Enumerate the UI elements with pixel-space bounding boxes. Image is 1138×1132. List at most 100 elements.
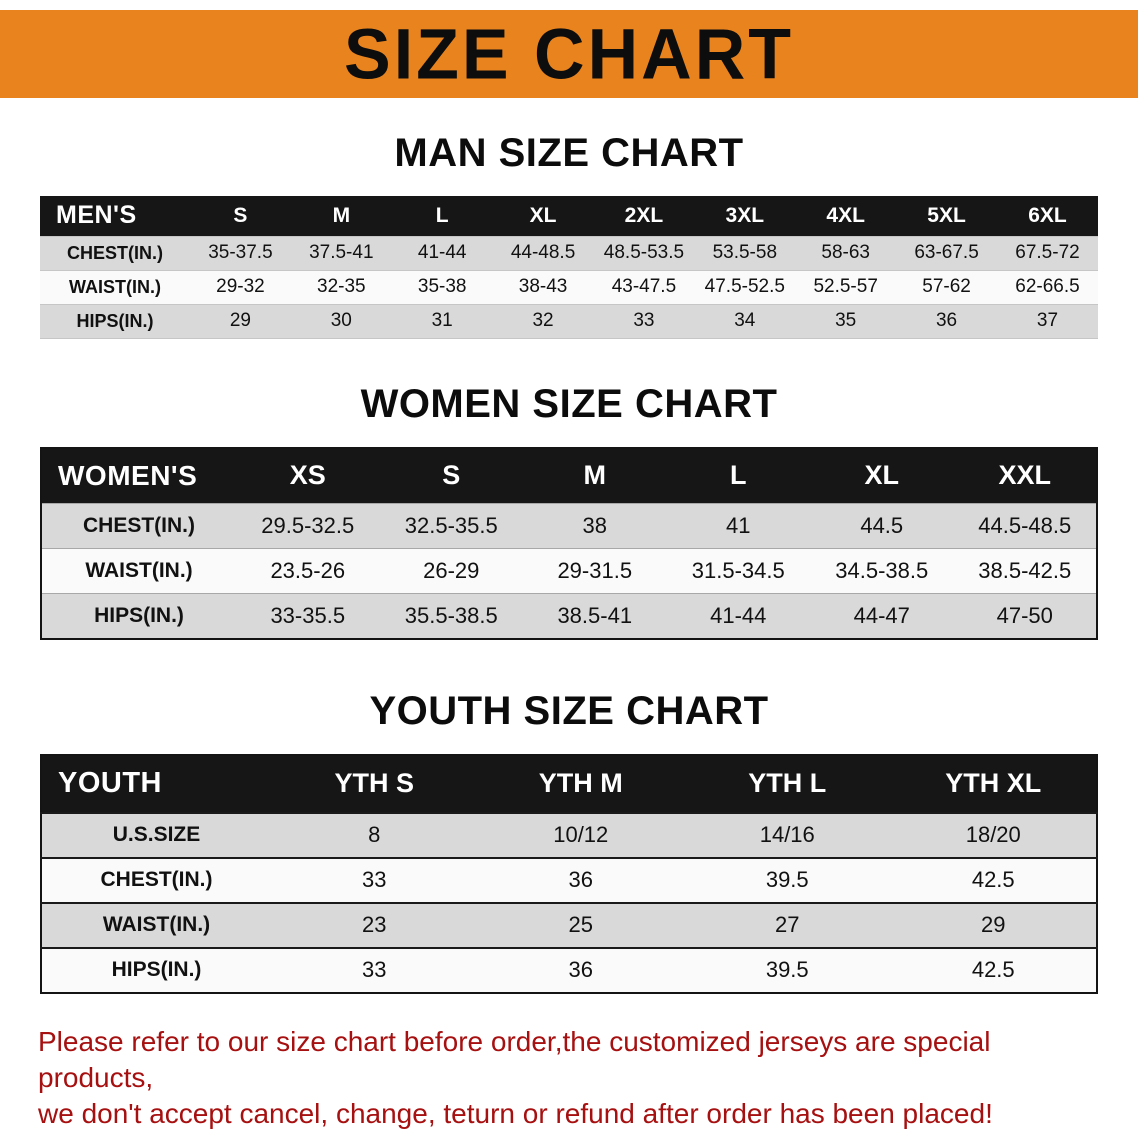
size-value: 42.5 xyxy=(890,856,1097,903)
size-value: 44-48.5 xyxy=(492,235,594,270)
size-value: 35-37.5 xyxy=(190,235,291,270)
size-value: 31 xyxy=(391,303,493,339)
size-value: 43-47.5 xyxy=(593,269,695,304)
size-value: 33-35.5 xyxy=(236,593,380,639)
size-column-header: YTH S xyxy=(271,754,478,813)
size-value: 58-63 xyxy=(795,235,897,270)
measurement-row: WAIST(IN.) 29-32 32-35 35-38 38-43 43-47.5 47.… xyxy=(40,269,1098,304)
size-value: 14/16 xyxy=(684,811,891,858)
size-column-header: 2XL xyxy=(593,196,695,236)
size-value: 63-67.5 xyxy=(896,235,997,270)
size-value: 38 xyxy=(523,503,667,549)
banner-title: SIZE CHART xyxy=(344,14,794,94)
size-value: 36 xyxy=(896,303,997,339)
size-column-header: M xyxy=(523,447,667,504)
size-value: 31.5-34.5 xyxy=(666,548,810,594)
size-value: 44-47 xyxy=(810,593,954,639)
size-value: 29-31.5 xyxy=(523,548,667,594)
size-column-header: S xyxy=(379,447,523,504)
size-value: 34 xyxy=(694,303,796,339)
size-value: 29 xyxy=(890,901,1097,948)
size-value: 32.5-35.5 xyxy=(379,503,523,549)
size-value: 34.5-38.5 xyxy=(810,548,954,594)
women-size-section: WOMEN SIZE CHART WOMEN'S XS S M L XL XXL CHEST… xyxy=(0,381,1138,640)
measurement-label: CHEST(IN.) xyxy=(41,856,271,903)
measurement-row: U.S.SIZE 8 10/12 14/16 18/20 xyxy=(41,811,1097,858)
size-value: 47.5-52.5 xyxy=(694,269,796,304)
size-value: 38-43 xyxy=(492,269,594,304)
size-column-header: YTH XL xyxy=(890,754,1097,813)
size-value: 37.5-41 xyxy=(290,235,392,270)
women-section-heading: WOMEN SIZE CHART xyxy=(360,381,778,426)
size-value: 35 xyxy=(795,303,897,339)
size-value: 67.5-72 xyxy=(997,235,1098,270)
measurement-row: HIPS(IN.) 33-35.5 35.5-38.5 38.5-41 41-44 44-… xyxy=(41,593,1097,639)
size-value: 8 xyxy=(271,811,478,858)
men-size-section: MAN SIZE CHART MEN'S S M L XL 2XL 3XL 4XL 5XL 6XL… xyxy=(0,130,1138,339)
size-value: 27 xyxy=(684,901,891,948)
size-value: 29 xyxy=(190,303,291,339)
size-value: 38.5-41 xyxy=(523,593,667,639)
note-line-1: Please refer to our size chart before or… xyxy=(38,1025,991,1093)
measurement-label: U.S.SIZE xyxy=(41,811,271,858)
size-value: 44.5 xyxy=(810,503,954,549)
youth-table-body: U.S.SIZE 8 10/12 14/16 18/20 CHEST(IN.) 33 36 39… xyxy=(41,811,1097,993)
size-value: 35-38 xyxy=(391,269,493,304)
size-column-header: 6XL xyxy=(997,196,1098,236)
measurement-label: HIPS(IN.) xyxy=(41,946,271,993)
measurement-row: HIPS(IN.) 29 30 31 32 33 34 35 36 37 xyxy=(40,303,1098,339)
men-section-heading: MAN SIZE CHART xyxy=(394,131,744,175)
women-table-body: CHEST(IN.) 29.5-32.5 32.5-35.5 38 41 44.5 44.5… xyxy=(41,503,1097,639)
youth-section-heading: YOUTH SIZE CHART xyxy=(369,688,769,733)
size-column-header: L xyxy=(666,447,810,504)
size-value: 18/20 xyxy=(890,811,1097,858)
measurement-label: CHEST(IN.) xyxy=(40,235,190,270)
size-column-header: XXL xyxy=(953,447,1097,504)
measurement-row: CHEST(IN.) 29.5-32.5 32.5-35.5 38 41 44.5 44.5… xyxy=(41,503,1097,549)
size-column-header: S xyxy=(190,196,291,236)
measurement-row: CHEST(IN.) 35-37.5 37.5-41 41-44 44-48.5 48.5… xyxy=(40,235,1098,270)
size-column-header: 4XL xyxy=(795,196,897,236)
size-value: 35.5-38.5 xyxy=(379,593,523,639)
size-value: 36 xyxy=(477,946,684,993)
size-value: 38.5-42.5 xyxy=(953,548,1097,594)
measurement-label: CHEST(IN.) xyxy=(41,503,236,549)
size-value: 33 xyxy=(593,303,695,339)
measurement-row: WAIST(IN.) 23 25 27 29 xyxy=(41,901,1097,948)
men-size-table: MEN'S S M L XL 2XL 3XL 4XL 5XL 6XL CHEST(IN.) 35-3… xyxy=(40,196,1098,339)
table-corner-label: WOMEN'S xyxy=(41,447,236,504)
size-value: 52.5-57 xyxy=(795,269,897,304)
note-line-2: we don't accept cancel, change, teturn o… xyxy=(38,1098,993,1130)
youth-table-header-row: YOUTH YTH S YTH M YTH L YTH XL xyxy=(41,754,1097,813)
size-value: 23.5-26 xyxy=(236,548,380,594)
measurement-label: WAIST(IN.) xyxy=(40,269,190,304)
size-value: 33 xyxy=(271,856,478,903)
size-column-header: YTH M xyxy=(477,754,684,813)
size-value: 30 xyxy=(290,303,392,339)
size-value: 42.5 xyxy=(890,946,1097,993)
size-value: 25 xyxy=(477,901,684,948)
youth-size-table: YOUTH YTH S YTH M YTH L YTH XL U.S.SIZE 8 10/1… xyxy=(40,753,1098,994)
measurement-label: HIPS(IN.) xyxy=(41,593,236,639)
size-value: 48.5-53.5 xyxy=(593,235,695,270)
measurement-label: WAIST(IN.) xyxy=(41,548,236,594)
measurement-row: WAIST(IN.) 23.5-26 26-29 29-31.5 31.5-34.5 34… xyxy=(41,548,1097,594)
size-value: 36 xyxy=(477,856,684,903)
size-value: 26-29 xyxy=(379,548,523,594)
size-column-header: XL xyxy=(492,196,594,236)
size-value: 62-66.5 xyxy=(997,269,1098,304)
size-value: 32-35 xyxy=(290,269,392,304)
table-corner-label: MEN'S xyxy=(40,196,190,236)
size-value: 41-44 xyxy=(666,593,810,639)
size-column-header: YTH L xyxy=(684,754,891,813)
men-table-body: CHEST(IN.) 35-37.5 37.5-41 41-44 44-48.5 48.5… xyxy=(40,235,1098,339)
youth-size-section: YOUTH SIZE CHART YOUTH YTH S YTH M YTH L YTH… xyxy=(0,688,1138,994)
size-value: 33 xyxy=(271,946,478,993)
size-chart-banner: SIZE CHART xyxy=(0,10,1138,98)
table-corner-label: YOUTH xyxy=(41,754,271,813)
size-value: 44.5-48.5 xyxy=(953,503,1097,549)
measurement-row: CHEST(IN.) 33 36 39.5 42.5 xyxy=(41,856,1097,903)
size-value: 41 xyxy=(666,503,810,549)
size-value: 37 xyxy=(997,303,1098,339)
